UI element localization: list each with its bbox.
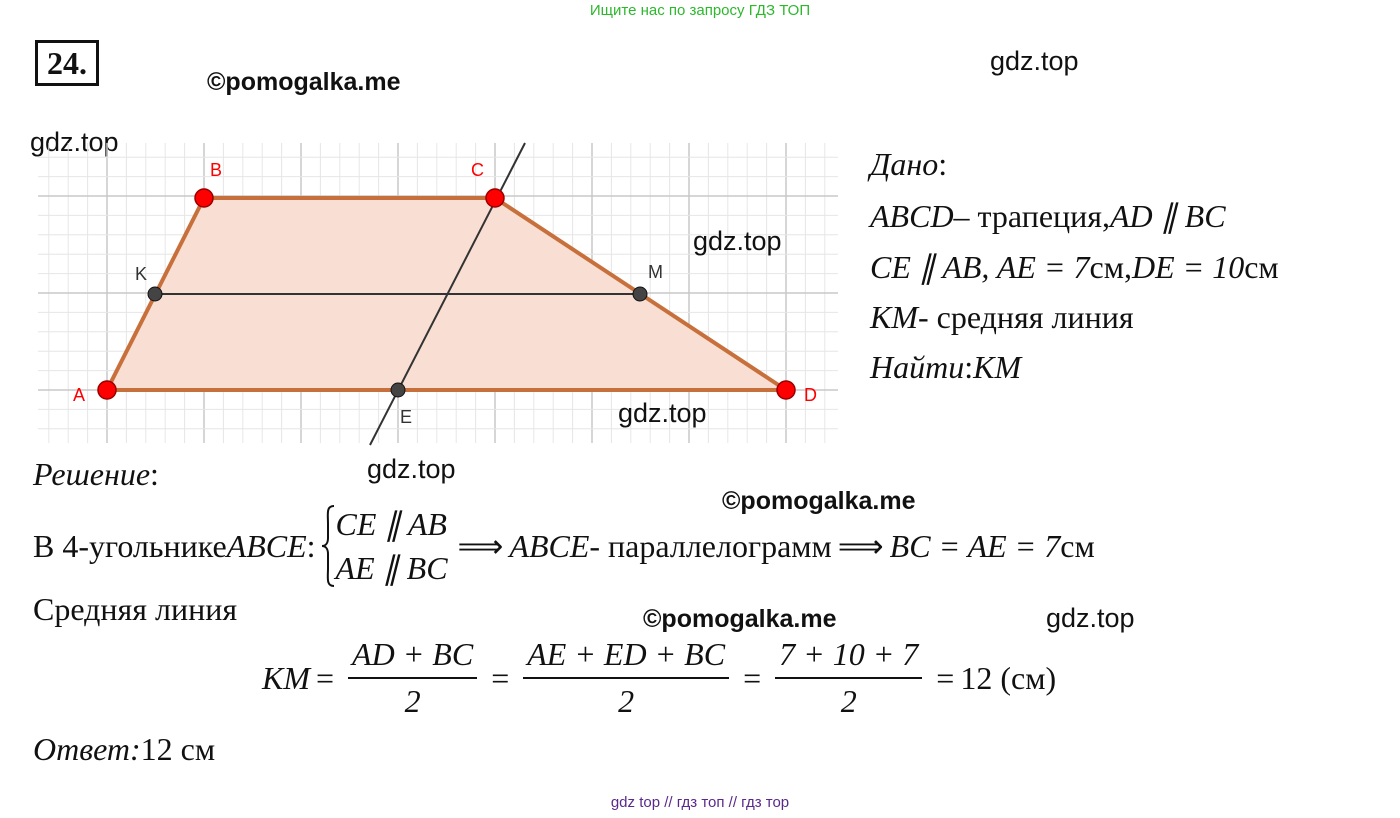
watermark: gdz.top [990,46,1079,76]
text: В 4-угольнике [33,527,227,564]
math: KM [262,659,310,696]
given-line: KM - средняя линия [870,299,1134,336]
watermark: gdz.top [618,398,707,428]
given-line: Найти: KM [870,349,1021,386]
text: - средняя линия [918,299,1134,335]
math: ABCD [870,197,954,234]
given-line: Дано: [870,146,947,183]
points [97,188,796,400]
math: CE ∥ AB, AE = 7 [870,249,1090,285]
point [390,382,406,398]
text: : [306,527,316,564]
system-line: AE ∥ BC [335,550,448,586]
emphasis: Ответ: [33,731,141,767]
system: CE ∥ AB AE ∥ BC [320,502,448,590]
point-label: K [135,264,147,284]
text: : [964,349,974,385]
emphasis: Дано [870,146,939,182]
math: KM [870,299,918,335]
watermark: ©pomogalka.me [722,487,916,515]
denominator: 2 [840,683,857,719]
point-label: A [73,385,85,405]
fraction: 7 + 10 + 7 2 [775,636,923,720]
point [147,286,163,302]
given-line: CE ∥ AB, AE = 7 см, DE = 10 см [870,248,1279,286]
operator: ⟹ [457,528,504,564]
solution-line: Средняя линия [33,591,237,628]
answer: Ответ: 12 см [33,731,215,768]
text: см [1244,248,1279,285]
point [97,380,117,400]
banner: Ищите нас по запросу ГДЗ ТОП [589,2,811,19]
math: ABCE [509,527,590,564]
operator: = [743,659,762,696]
math: AD ∥ BC [1110,198,1226,234]
footer: gdz top // гдз топ // гдз тор [610,794,790,811]
point-label: E [400,407,412,427]
watermark: ©pomogalka.me [643,605,837,633]
numerator: AD + BC [348,636,478,679]
operator: = [316,659,335,696]
watermark: gdz.top [693,226,782,256]
text: - параллелограмм [589,527,832,564]
point-label: B [210,160,222,180]
watermark: gdz.top [367,454,456,484]
text: : [938,146,948,182]
watermark: ©pomogalka.me [207,68,401,96]
point-label: D [804,385,817,405]
solution-line: В 4-угольнике ABCE: CE ∥ AB AE ∥ BC ⟹ ABCE … [33,502,1095,590]
problem-number: 24. [35,40,99,86]
text: Средняя линия [33,591,238,627]
text: 12 см [140,731,216,767]
text: : [150,456,159,492]
text: 12 (см) [960,659,1057,696]
system-lines: CE ∥ AB AE ∥ BC [336,502,448,590]
numerator: 7 + 10 + 7 [775,636,923,679]
math: KM [973,349,1022,385]
system-line: CE ∥ AB [335,506,447,542]
text: – трапеция, [953,197,1110,234]
text: см, [1089,248,1132,285]
math: ABCE [226,527,307,564]
solution-heading: Решение: [33,456,159,493]
fraction: AD + BC 2 [348,636,478,720]
numerator: AE + ED + BC [523,636,730,679]
operator: = [936,659,955,696]
emphasis: Решение [33,456,151,492]
operator: ⟹ [837,528,884,564]
given-line: ABCD – трапеция, AD ∥ BC [870,197,1226,235]
math: DE = 10 [1131,248,1245,285]
formula: KM = AD + BC 2 = AE + ED + BC 2 = 7 + 10 + 7 2 = 12… [262,636,1056,720]
point [194,188,214,208]
fraction: AE + ED + BC 2 [523,636,730,720]
math: BC = AE = 7 [889,527,1061,564]
point [485,188,505,208]
figure: B C K M A D E [38,142,838,446]
point [776,380,796,400]
point [632,286,648,302]
point-label: M [648,262,663,282]
brace [321,505,334,587]
operator: = [491,659,510,696]
point-label: C [471,160,484,180]
watermark: gdz.top [1046,603,1135,633]
emphasis: Найти [870,349,965,385]
denominator: 2 [404,683,421,719]
denominator: 2 [618,683,635,719]
watermark: gdz.top [30,127,119,157]
text: см [1060,527,1095,564]
